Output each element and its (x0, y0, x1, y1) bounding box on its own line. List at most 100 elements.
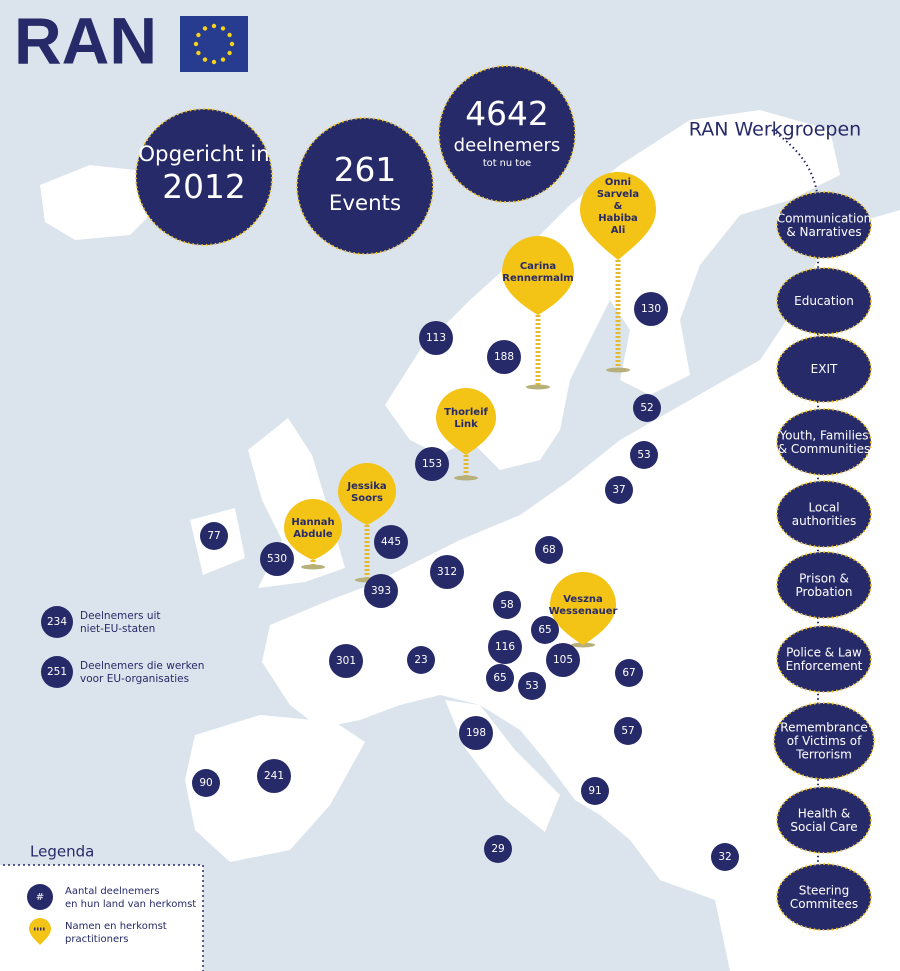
participant-count: 77 (207, 530, 220, 542)
participant-marker (459, 716, 493, 750)
participant-marker (329, 644, 363, 678)
legend-symbol-text: # (36, 892, 44, 903)
text-line: Ali (611, 225, 626, 236)
eu-star (211, 59, 217, 65)
text-line: 4642 (465, 95, 548, 133)
text-line: Social Care (790, 819, 857, 833)
text-line: 261 (334, 151, 397, 189)
stat-bubble (438, 65, 576, 203)
participant-marker (634, 292, 668, 326)
legend-title: Legenda (30, 843, 94, 861)
text-line: Jessika (346, 481, 386, 492)
participant-marker (488, 630, 522, 664)
legend-line: Deelnemers die werken (80, 660, 204, 672)
participant-marker (487, 340, 521, 374)
participant-count: 67 (622, 667, 635, 679)
iceland (40, 165, 165, 240)
text-block: Carina Rennermalm (502, 261, 573, 284)
legend-symbol (27, 884, 53, 910)
text-line: Education (794, 294, 854, 308)
participant-count: 113 (426, 332, 446, 344)
participant-marker (518, 672, 546, 700)
participant-count: 530 (267, 553, 287, 565)
participant-marker (630, 441, 658, 469)
practitioner-pin (284, 499, 342, 560)
eu-star (211, 23, 217, 29)
eu-star (229, 41, 235, 47)
text-block: Youth, Families & Communities (778, 428, 871, 456)
text-line: Thorleif (444, 407, 488, 418)
participant-marker (605, 476, 633, 504)
participant-count: 52 (640, 402, 653, 414)
participant-count: 32 (718, 851, 731, 863)
legend-text: Deelnemers die werken voor EU-organisatie… (80, 660, 204, 685)
scandinavia (385, 110, 840, 470)
working-group-bubble (773, 702, 875, 780)
participant-count: 57 (621, 725, 634, 737)
text-line: Link (454, 419, 478, 430)
practitioner-pin (502, 236, 574, 315)
practitioner-pin (580, 172, 656, 260)
legend-line: niet-EU-staten (80, 623, 155, 635)
practitioner-pin (550, 572, 616, 645)
text-line: Probation (796, 584, 853, 598)
participant-marker (364, 574, 398, 608)
working-group-bubble (776, 267, 872, 335)
participant-count: 445 (381, 536, 401, 548)
text-line: & (614, 201, 623, 212)
logo-text: RAN (14, 3, 157, 77)
participant-marker (581, 777, 609, 805)
participant-count: 91 (588, 785, 601, 797)
legend-text: Deelnemers uit niet-EU-staten (80, 610, 161, 635)
participant-marker (200, 522, 228, 550)
legend-line: voor EU-organisaties (80, 673, 189, 685)
working-group-bubble (776, 625, 872, 693)
working-group-bubble (776, 191, 872, 259)
participant-count: 53 (637, 449, 650, 461)
stat-bubble (296, 117, 434, 255)
text-line: Health & (798, 806, 851, 820)
eu-star (227, 32, 232, 38)
text-line: of Victims of (787, 734, 862, 748)
legend-line: Aantal deelnemers (65, 886, 159, 897)
participant-marker (430, 555, 464, 589)
participant-count: 90 (199, 777, 212, 789)
text-block: Hannah Abdule (291, 517, 334, 540)
eu-star (220, 26, 226, 31)
participant-marker (711, 843, 739, 871)
text-line: Terrorism (795, 747, 852, 761)
participant-count: 23 (414, 654, 427, 666)
text-line: Events (329, 191, 401, 216)
participant-count: 153 (422, 458, 442, 470)
text-line: Rennermalm (502, 273, 573, 284)
legend-marker-value: 234 (47, 616, 67, 628)
text-line: Steering (799, 883, 850, 897)
participant-count: 65 (538, 624, 551, 636)
participant-marker (614, 717, 642, 745)
pin-base (526, 384, 550, 390)
participant-marker (546, 643, 580, 677)
participant-marker (615, 659, 643, 687)
text-line: Communication (777, 211, 872, 225)
pin-base (606, 367, 630, 373)
participant-count: 58 (500, 599, 513, 611)
eu-star (202, 26, 208, 31)
participant-count: 130 (641, 303, 661, 315)
participant-count: 241 (264, 770, 284, 782)
legend-box (0, 864, 204, 971)
legend-pin (29, 918, 51, 945)
pin-base (301, 564, 325, 570)
legend-line: Namen en herkomst (65, 921, 167, 932)
participant-count: 198 (466, 727, 486, 739)
text-line: Hannah (291, 517, 334, 528)
legend-text: Aantal deelnemers en hun land van herkoms… (65, 886, 196, 910)
text-block: 261 Events (329, 151, 401, 217)
text-block: Veszna Wessenauer (549, 594, 618, 617)
text-line: Sarvela (597, 189, 639, 200)
text-line: Veszna (563, 594, 603, 605)
participant-count: 37 (612, 484, 625, 496)
working-group-bubble (776, 335, 872, 403)
legend-marker-value: 251 (47, 666, 67, 678)
